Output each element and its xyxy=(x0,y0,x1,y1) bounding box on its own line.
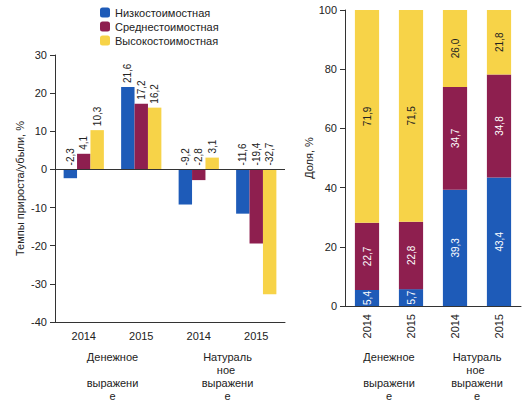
svg-text:е: е xyxy=(474,390,480,402)
svg-text:Доля, %: Доля, % xyxy=(303,137,315,179)
svg-text:выражени: выражени xyxy=(202,377,254,389)
svg-text:20: 20 xyxy=(35,87,47,99)
svg-text:71,9: 71,9 xyxy=(362,106,373,126)
svg-text:-20: -20 xyxy=(31,240,47,252)
svg-text:Натураль: Натураль xyxy=(203,351,252,363)
svg-text:39,3: 39,3 xyxy=(450,238,461,258)
svg-text:-19,4: -19,4 xyxy=(251,142,262,165)
svg-text:17,2: 17,2 xyxy=(136,80,147,100)
svg-text:71,5: 71,5 xyxy=(406,106,417,126)
svg-text:43,4: 43,4 xyxy=(494,232,505,252)
svg-text:2014: 2014 xyxy=(187,330,211,342)
svg-text:выражени: выражени xyxy=(363,377,415,389)
svg-text:Среднестоимостная: Среднестоимостная xyxy=(115,21,219,33)
svg-text:-32,7: -32,7 xyxy=(264,142,275,165)
svg-text:-2,3: -2,3 xyxy=(65,148,76,166)
svg-text:2015: 2015 xyxy=(405,314,417,338)
svg-text:21,8: 21,8 xyxy=(494,32,505,52)
svg-text:Натураль: Натураль xyxy=(453,351,502,363)
svg-text:40: 40 xyxy=(325,182,337,194)
svg-text:10,3: 10,3 xyxy=(92,106,103,126)
svg-text:-40: -40 xyxy=(31,316,47,328)
svg-text:5,7: 5,7 xyxy=(406,290,417,304)
svg-text:5,4: 5,4 xyxy=(362,291,373,305)
svg-text:100: 100 xyxy=(319,4,337,16)
svg-text:выражени: выражени xyxy=(451,377,503,389)
svg-text:0: 0 xyxy=(331,300,337,312)
svg-text:4,1: 4,1 xyxy=(78,135,89,149)
svg-text:е: е xyxy=(224,390,230,402)
svg-text:2015: 2015 xyxy=(129,330,153,342)
svg-text:-9,2: -9,2 xyxy=(180,148,191,166)
svg-text:2014: 2014 xyxy=(361,314,373,338)
svg-text:16,2: 16,2 xyxy=(149,84,160,104)
svg-text:30: 30 xyxy=(35,49,47,61)
svg-text:ное: ное xyxy=(466,364,487,376)
svg-text:34,8: 34,8 xyxy=(494,116,505,136)
svg-text:26,0: 26,0 xyxy=(450,38,461,58)
svg-text:2015: 2015 xyxy=(493,314,505,338)
svg-text:22,7: 22,7 xyxy=(362,246,373,266)
svg-text:е: е xyxy=(386,390,392,402)
svg-text:2014: 2014 xyxy=(72,330,96,342)
svg-text:ное: ное xyxy=(217,364,238,376)
svg-text:22,8: 22,8 xyxy=(406,245,417,265)
svg-text:-11,6: -11,6 xyxy=(237,143,248,165)
svg-text:0: 0 xyxy=(41,163,47,175)
svg-text:2015: 2015 xyxy=(244,330,268,342)
svg-text:Денежное: Денежное xyxy=(363,351,414,363)
svg-text:Темпы прироста/убыли, %: Темпы прироста/убыли, % xyxy=(14,121,26,256)
svg-text:21,6: 21,6 xyxy=(122,63,133,83)
svg-text:Низкостоимостная: Низкостоимостная xyxy=(115,7,210,19)
svg-text:выражени: выражени xyxy=(87,377,139,389)
svg-text:3,1: 3,1 xyxy=(207,139,218,153)
svg-text:-10: -10 xyxy=(31,202,47,214)
svg-text:80: 80 xyxy=(325,63,337,75)
svg-text:Высокостоимостная: Высокостоимостная xyxy=(115,35,218,47)
svg-text:Денежное: Денежное xyxy=(87,351,138,363)
svg-text:-2,8: -2,8 xyxy=(193,148,204,166)
svg-text:2014: 2014 xyxy=(449,314,461,338)
svg-text:е: е xyxy=(109,390,115,402)
svg-text:-30: -30 xyxy=(31,278,47,290)
svg-text:10: 10 xyxy=(35,125,47,137)
svg-text:20: 20 xyxy=(325,241,337,253)
svg-text:34,7: 34,7 xyxy=(450,128,461,148)
svg-text:60: 60 xyxy=(325,122,337,134)
